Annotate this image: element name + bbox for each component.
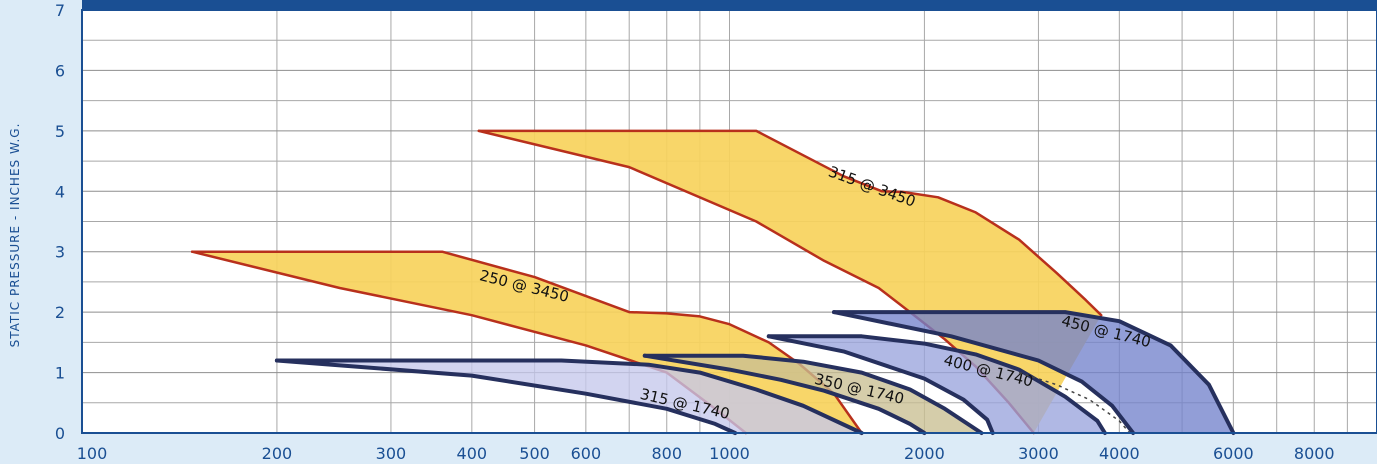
x-tick-label: 6000 <box>1213 444 1254 463</box>
y-axis-title: STATIC PRESSURE - INCHES W.G. <box>8 123 22 348</box>
band-upper-edge-315-1740 <box>274 358 864 435</box>
y-tick-label: 0 <box>55 424 65 443</box>
y-tick-label: 2 <box>55 303 65 322</box>
band-fill-315-3450 <box>478 130 1102 433</box>
band-lower-edge-350-1740 <box>642 353 927 435</box>
x-tick-label: 100 <box>77 444 108 463</box>
x-tick-label: 800 <box>651 444 682 463</box>
x-tick-label: 4000 <box>1099 444 1140 463</box>
band-upper-edge-315-3450 <box>477 129 1103 317</box>
x-tick-label: 1000 <box>709 444 750 463</box>
band-upper-edge-350-1740 <box>642 353 984 435</box>
x-tick-label: 400 <box>457 444 488 463</box>
y-tick-label: 6 <box>55 61 65 80</box>
y-tick-label: 4 <box>55 182 65 201</box>
y-tick-label: 5 <box>55 122 65 141</box>
x-tick-label: 500 <box>519 444 550 463</box>
x-tick-label: 300 <box>376 444 407 463</box>
band-fill-350-1740 <box>644 355 982 433</box>
x-tick-label: 200 <box>262 444 293 463</box>
top-border <box>82 0 1377 10</box>
x-tick-label: 2000 <box>904 444 945 463</box>
x-axis-ticks: 100 200 300 400 500 600 800 1000 2000 3000 4000 600… <box>77 444 1335 463</box>
x-tick-label: 3000 <box>1018 444 1059 463</box>
y-tick-label: 7 <box>55 1 65 20</box>
band-lower-edge-400-1740 <box>766 334 995 435</box>
band-lower-edge-450-1740 <box>832 310 1136 435</box>
band-upper-edge-400-1740 <box>766 334 1107 435</box>
x-tick-label: 8000 <box>1294 444 1335 463</box>
y-axis-ticks: 0 1 2 3 4 5 6 7 <box>55 1 65 443</box>
y-tick-label: 1 <box>55 364 65 383</box>
band-fill-450-1740 <box>834 312 1234 433</box>
y-tick-label: 3 <box>55 243 65 262</box>
band-upper-edge-450-1740 <box>832 310 1236 435</box>
x-tick-label: 600 <box>571 444 602 463</box>
band-lower-edge-315-1740 <box>274 358 738 435</box>
